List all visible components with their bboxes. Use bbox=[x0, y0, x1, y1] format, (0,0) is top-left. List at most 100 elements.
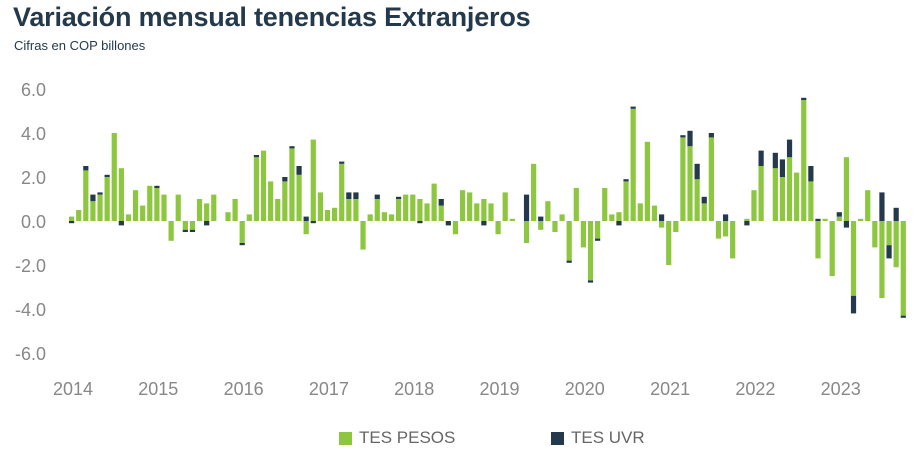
bar-tes-uvr bbox=[836, 212, 842, 217]
y-axis: 6.0 4.0 2.0 0.0 -2.0 -4.0 -6.0 bbox=[15, 80, 46, 364]
bar-tes-uvr bbox=[779, 159, 786, 177]
bar-tes-pesos bbox=[246, 214, 252, 221]
bar-tes-uvr bbox=[253, 155, 260, 158]
bar-tes-uvr bbox=[445, 221, 451, 226]
bar-tes-pesos bbox=[886, 221, 892, 246]
bar-tes-pesos bbox=[211, 194, 217, 221]
bar-tes-pesos bbox=[779, 177, 786, 221]
bar-tes-pesos bbox=[118, 168, 124, 221]
bar-tes-pesos bbox=[410, 194, 416, 221]
bar-chart: 6.04.02.00.0-2.0-4.0-6.0 2014 2015 2016 201… bbox=[15, 80, 906, 399]
chart-subtitle: Cifras en COP billones bbox=[14, 38, 146, 53]
bar-tes-pesos bbox=[694, 179, 700, 221]
bar-tes-pesos bbox=[424, 203, 430, 221]
legend-item-pesos: TES PESOS bbox=[339, 428, 455, 448]
bar-tes-pesos bbox=[332, 207, 338, 221]
bar-tes-pesos bbox=[893, 221, 899, 268]
chart-title: Variación mensual tenencias Extranjeros bbox=[13, 2, 531, 32]
x-tick-label: 2015 bbox=[138, 379, 178, 399]
bar-tes-uvr bbox=[97, 192, 103, 195]
bar-tes-uvr bbox=[104, 174, 110, 177]
legend-swatch-uvr bbox=[551, 431, 564, 445]
bar-tes-pesos bbox=[388, 214, 395, 221]
bar-tes-uvr bbox=[481, 221, 487, 226]
bar-tes-pesos bbox=[268, 181, 274, 221]
bar-tes-pesos bbox=[509, 218, 515, 221]
y-tick-label: 6.0 bbox=[21, 80, 46, 100]
bar-tes-pesos bbox=[772, 168, 778, 221]
bar-tes-uvr bbox=[154, 185, 160, 188]
bar-tes-pesos bbox=[381, 212, 387, 221]
bar-tes-uvr bbox=[282, 177, 288, 182]
bar-tes-uvr bbox=[694, 163, 700, 180]
x-tick-label: 2018 bbox=[394, 379, 434, 399]
bar-tes-pesos bbox=[865, 190, 871, 221]
bar-tes-pesos bbox=[801, 100, 807, 221]
bar-tes-pesos bbox=[168, 221, 174, 241]
bar-tes-pesos bbox=[751, 190, 757, 221]
bar-tes-pesos bbox=[687, 146, 693, 221]
bar-tes-pesos bbox=[651, 205, 658, 221]
legend-swatch-pesos bbox=[339, 431, 352, 445]
bar-tes-pesos bbox=[296, 174, 302, 221]
bar-tes-pesos bbox=[708, 137, 714, 221]
y-tick-label: 0.0 bbox=[21, 212, 46, 232]
bar-tes-pesos bbox=[438, 205, 444, 221]
bar-tes-uvr bbox=[303, 216, 309, 221]
bar-tes-uvr bbox=[189, 229, 196, 232]
bar-tes-pesos bbox=[111, 133, 117, 221]
bar-tes-pesos bbox=[623, 181, 629, 221]
bar-tes-pesos bbox=[395, 199, 402, 221]
bar-tes-pesos bbox=[538, 221, 544, 230]
bar-tes-pesos bbox=[786, 157, 793, 221]
bar-tes-uvr bbox=[616, 221, 622, 226]
bar-tes-pesos bbox=[132, 190, 139, 221]
bar-tes-pesos bbox=[644, 141, 650, 221]
bar-tes-uvr bbox=[538, 216, 544, 221]
bar-tes-pesos bbox=[90, 201, 96, 221]
bar-tes-pesos bbox=[140, 205, 146, 221]
bar-tes-pesos bbox=[573, 188, 579, 221]
bar-tes-uvr bbox=[182, 229, 188, 232]
legend-label-pesos: TES PESOS bbox=[359, 428, 456, 447]
bar-tes-pesos bbox=[808, 181, 814, 221]
bar-tes-uvr bbox=[417, 221, 423, 224]
bar-tes-pesos bbox=[794, 172, 800, 221]
bar-tes-pesos bbox=[317, 192, 323, 221]
bar-tes-uvr bbox=[339, 161, 345, 164]
x-tick-label: 2022 bbox=[735, 379, 775, 399]
bar-tes-pesos bbox=[637, 203, 643, 221]
bar-tes-uvr bbox=[395, 196, 402, 199]
bar-tes-pesos bbox=[488, 203, 494, 221]
bar-tes-uvr bbox=[595, 238, 601, 241]
bar-tes-uvr bbox=[680, 135, 686, 138]
bar-tes-pesos bbox=[346, 199, 352, 221]
bar-tes-uvr bbox=[118, 221, 124, 226]
bar-tes-uvr bbox=[630, 106, 636, 109]
y-tick-label: -6.0 bbox=[15, 344, 46, 364]
y-tick-label: -2.0 bbox=[15, 256, 46, 276]
bar-tes-pesos bbox=[459, 190, 466, 221]
bar-tes-pesos bbox=[879, 221, 885, 298]
bar-tes-pesos bbox=[843, 157, 850, 221]
bar-tes-uvr bbox=[374, 194, 380, 199]
bar-tes-pesos bbox=[260, 150, 267, 221]
bar-tes-pesos bbox=[872, 221, 878, 248]
bar-tes-uvr bbox=[346, 192, 352, 199]
bar-tes-pesos bbox=[545, 201, 551, 221]
bar-tes-pesos bbox=[481, 199, 487, 221]
bar-tes-pesos bbox=[673, 221, 679, 232]
bar-tes-pesos bbox=[204, 203, 210, 221]
bar-tes-pesos bbox=[282, 181, 288, 221]
bar-tes-pesos bbox=[175, 194, 181, 221]
bar-tes-pesos bbox=[182, 221, 188, 230]
bar-tes-uvr bbox=[801, 97, 807, 100]
bar-tes-pesos bbox=[559, 214, 565, 221]
bar-tes-pesos bbox=[310, 139, 316, 221]
x-tick-label: 2016 bbox=[224, 379, 264, 399]
bar-tes-pesos bbox=[495, 221, 501, 235]
bar-tes-pesos bbox=[829, 221, 835, 276]
legend-item-uvr: TES UVR bbox=[551, 428, 645, 448]
bar-tes-uvr bbox=[296, 166, 302, 175]
bar-tes-uvr bbox=[623, 179, 629, 182]
